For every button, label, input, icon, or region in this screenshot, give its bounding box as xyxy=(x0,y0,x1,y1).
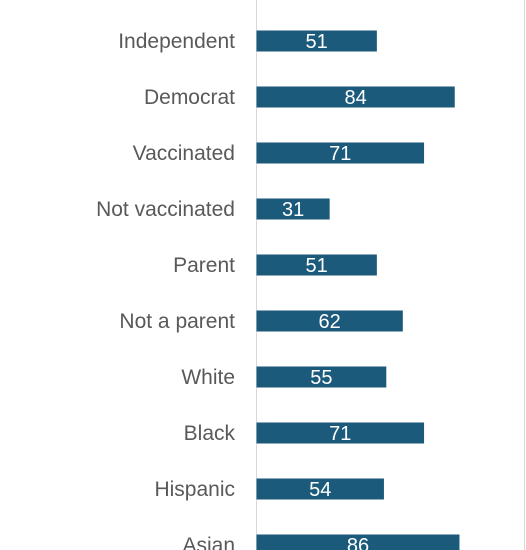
bar xyxy=(256,30,377,52)
data-label: 55 xyxy=(310,367,332,389)
data-label: 62 xyxy=(319,311,341,333)
data-label: 86 xyxy=(347,535,369,550)
bar xyxy=(256,142,425,164)
category-label: Vaccinated xyxy=(133,142,235,165)
category-label: Independent xyxy=(118,30,235,53)
data-label: 71 xyxy=(329,423,351,445)
data-label: 84 xyxy=(344,87,366,109)
data-label: 71 xyxy=(329,143,351,165)
data-label: 51 xyxy=(306,31,328,53)
bar xyxy=(256,534,460,550)
category-label: Parent xyxy=(173,254,235,277)
bar xyxy=(256,478,384,500)
category-label: Not a parent xyxy=(119,310,235,333)
category-label: Black xyxy=(184,422,236,445)
category-label: Hispanic xyxy=(154,478,235,501)
data-label: 51 xyxy=(306,255,328,277)
category-label: White xyxy=(181,366,235,389)
bar-rows: Independent 51 Democrat 84 Vaccinated 71 Not v… xyxy=(96,30,460,550)
bar xyxy=(256,198,330,220)
bar xyxy=(256,422,425,444)
bar xyxy=(256,86,455,108)
category-label: Democrat xyxy=(144,86,235,109)
bar xyxy=(256,366,387,388)
category-label: Asian xyxy=(182,534,235,550)
bar xyxy=(256,254,377,276)
data-label: 54 xyxy=(309,479,331,501)
bar xyxy=(256,310,403,332)
data-label: 31 xyxy=(282,199,304,221)
category-label: Not vaccinated xyxy=(96,198,235,221)
